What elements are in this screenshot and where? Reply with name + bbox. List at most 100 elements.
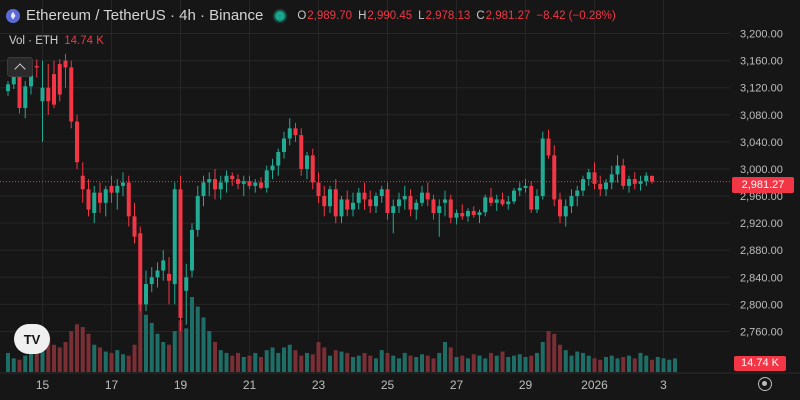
- volume-bar: [75, 324, 79, 372]
- market-status-icon[interactable]: [275, 10, 286, 21]
- candle-body: [138, 233, 143, 305]
- candle-body: [34, 66, 39, 68]
- candle-body: [586, 172, 591, 180]
- volume-bar: [98, 347, 102, 372]
- candle-body: [69, 67, 74, 122]
- candle: [420, 185, 424, 207]
- candle: [52, 60, 56, 109]
- candle: [351, 192, 355, 217]
- last-price-label: 2,981.27: [732, 177, 794, 193]
- candle-body: [46, 87, 51, 102]
- volume-legend[interactable]: Vol · ETH 14.74 K: [9, 35, 104, 47]
- volume-bar: [483, 358, 488, 372]
- candle: [546, 129, 551, 159]
- candle-body: [356, 192, 361, 203]
- candle-body: [207, 179, 212, 183]
- low-value: 2,978.13: [425, 9, 471, 22]
- candle: [259, 177, 263, 190]
- volume-bar: [17, 359, 22, 372]
- y-tick-label: 2,960.00: [740, 191, 783, 203]
- volume-bar: [264, 350, 269, 372]
- volume-bar: [592, 358, 597, 372]
- tradingview-logo[interactable]: TV: [14, 324, 50, 354]
- candle: [581, 175, 585, 197]
- symbol-title[interactable]: Ethereum / TetherUS · 4h · Binance: [26, 7, 264, 24]
- candle-body: [305, 155, 309, 169]
- candle: [454, 209, 459, 225]
- settings-gear-icon[interactable]: [758, 377, 772, 391]
- candle: [201, 175, 206, 207]
- candle-body: [598, 183, 603, 190]
- volume-bar: [184, 328, 189, 372]
- candle-body: [397, 199, 401, 207]
- volume-bar: [63, 342, 68, 372]
- candle: [184, 263, 189, 325]
- volume-bar: [310, 354, 315, 372]
- volume-bar: [563, 350, 568, 372]
- volume-bar: [115, 350, 120, 372]
- volume-bar: [609, 355, 614, 372]
- volume-bar: [500, 351, 505, 372]
- candle: [276, 148, 281, 176]
- volume-bar: [218, 350, 223, 372]
- candle: [264, 165, 269, 193]
- candle: [356, 187, 361, 210]
- x-tick-label: 27: [450, 378, 464, 392]
- candle-body: [414, 202, 419, 210]
- volume-bar: [345, 352, 350, 372]
- candle-body: [391, 206, 396, 213]
- candle: [615, 155, 620, 183]
- candle-body: [184, 277, 189, 291]
- candle: [552, 145, 557, 207]
- candle-body: [161, 260, 166, 271]
- candle: [63, 53, 68, 88]
- candle-body: [172, 189, 177, 285]
- candle: [328, 185, 332, 213]
- candle: [443, 190, 447, 217]
- volume-bar: [512, 355, 516, 372]
- candle-body: [6, 84, 10, 92]
- volume-bar: [425, 355, 430, 372]
- candle: [132, 202, 137, 244]
- candles: [6, 53, 654, 332]
- candle-body: [115, 185, 120, 193]
- candle: [575, 185, 580, 207]
- candle-body: [144, 284, 148, 305]
- candle: [316, 172, 321, 203]
- close-label: C: [476, 9, 485, 22]
- x-tick-label: 19: [174, 378, 188, 392]
- volume-bar: [92, 344, 97, 372]
- volume-bar: [190, 297, 194, 372]
- volume-bar: [328, 355, 332, 372]
- volume-bar: [287, 344, 292, 372]
- candle: [586, 168, 591, 186]
- candle-body: [575, 190, 580, 197]
- high-label: H: [358, 9, 367, 22]
- volume-bar: [477, 355, 482, 372]
- candle: [460, 204, 465, 220]
- candle-body: [86, 189, 91, 210]
- candle-body: [80, 175, 85, 190]
- candle: [512, 187, 516, 205]
- open-label: O: [297, 9, 307, 22]
- candle: [287, 118, 292, 146]
- candle: [195, 185, 200, 237]
- candle-body: [512, 190, 516, 202]
- candle: [425, 182, 430, 207]
- candle: [506, 196, 511, 210]
- candle-body: [287, 128, 292, 139]
- candle-body: [264, 170, 269, 188]
- candle: [138, 226, 143, 312]
- volume-bar: [621, 357, 626, 372]
- y-tick-label: 3,080.00: [740, 110, 783, 122]
- volume-bar: [207, 331, 212, 372]
- collapse-legend-button[interactable]: [7, 57, 33, 77]
- volume-bar: [46, 337, 51, 372]
- volume-bar: [121, 354, 125, 372]
- volume-bar: [437, 352, 442, 372]
- candle-body: [247, 181, 252, 186]
- candle-body: [500, 199, 505, 205]
- candle-body: [592, 172, 597, 184]
